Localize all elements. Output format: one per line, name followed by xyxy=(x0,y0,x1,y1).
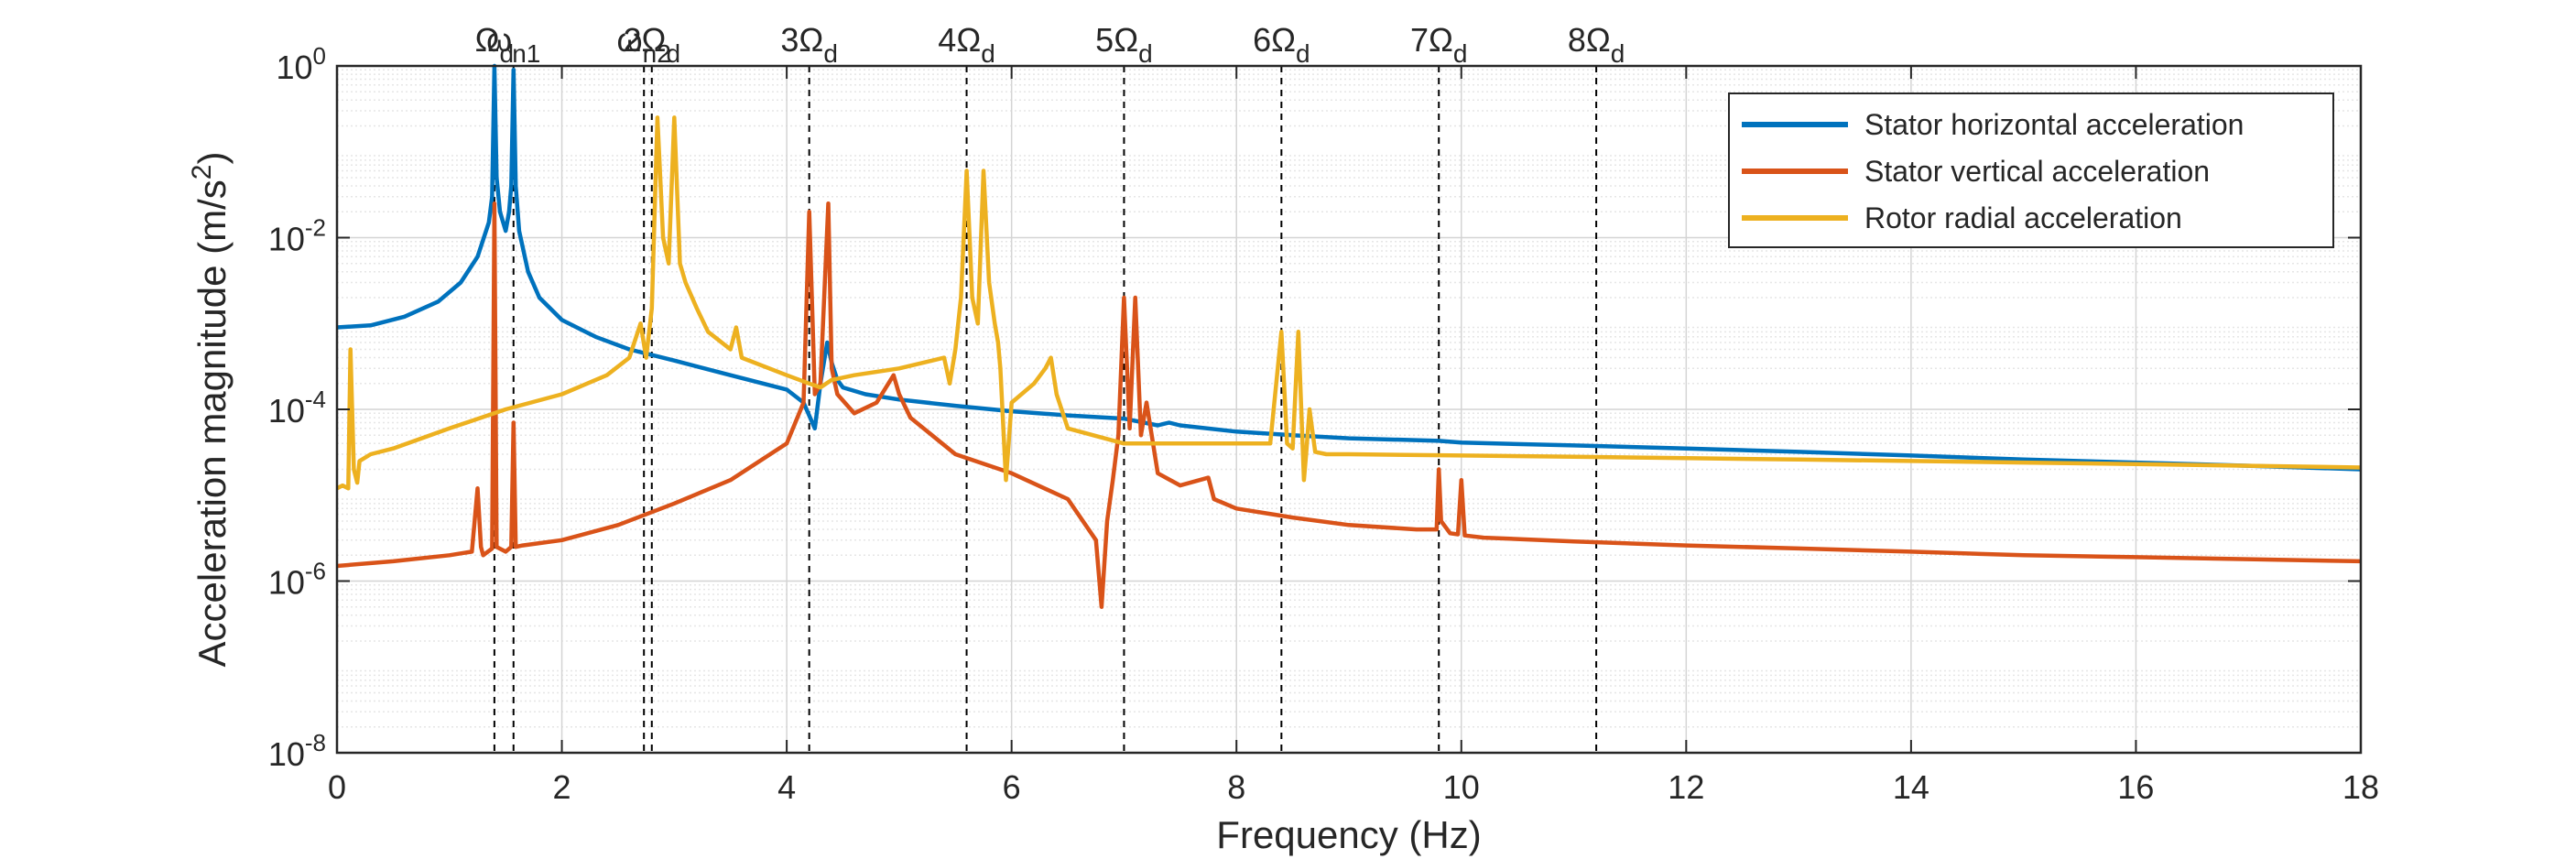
x-tick-label: 18 xyxy=(2342,768,2379,806)
x-tick-label: 6 xyxy=(1003,768,1021,806)
y-tick-label: 10-8 xyxy=(268,729,326,773)
y-tick-label: 100 xyxy=(276,42,326,86)
axis-ticks: 0 2 4 6 8 10 12 14 16 18 10-8 10-6 10-4 10-2 100 xyxy=(268,42,2379,806)
harmonic-label: 8Ωd xyxy=(1568,21,1625,68)
harmonic-label: 2Ωd xyxy=(624,21,681,68)
legend-label: Rotor radial acceleration xyxy=(1864,201,2182,234)
harmonic-label: ωn1 xyxy=(486,21,540,68)
reference-lines xyxy=(493,66,1598,753)
harmonic-label: 6Ωd xyxy=(1253,21,1310,68)
y-tick-label: 10-6 xyxy=(268,558,326,602)
harmonic-label: 5Ωd xyxy=(1095,21,1153,68)
x-axis-label: Frequency (Hz) xyxy=(1216,813,1481,856)
legend: Stator horizontal acceleration Stator ver… xyxy=(1728,92,2334,248)
x-tick-label: 0 xyxy=(328,768,346,806)
x-tick-label: 12 xyxy=(1668,768,1704,806)
x-tick-label: 16 xyxy=(2117,768,2154,806)
series-line xyxy=(335,115,2362,491)
x-tick-label: 10 xyxy=(1443,768,1480,806)
y-tick-label: 10-4 xyxy=(268,386,326,430)
harmonic-label: ωn2 xyxy=(617,21,671,68)
legend-label: Stator vertical acceleration xyxy=(1864,155,2210,188)
harmonic-label: 4Ωd xyxy=(938,21,995,68)
x-tick-label: 4 xyxy=(777,768,796,806)
x-tick-label: 14 xyxy=(1893,768,1929,806)
x-tick-label: 8 xyxy=(1227,768,1245,806)
legend-label: Stator horizontal acceleration xyxy=(1864,108,2244,141)
y-axis-label: Acceleration magnitude (m/s2) xyxy=(187,152,234,668)
harmonic-label: 7Ωd xyxy=(1410,21,1468,68)
x-tick-label: 2 xyxy=(553,768,571,806)
harmonic-label: 3Ωd xyxy=(780,21,838,68)
harmonic-label: Ωd xyxy=(475,21,515,68)
series-line xyxy=(336,201,2362,609)
series-line xyxy=(336,63,2362,472)
y-tick-label: 10-2 xyxy=(268,214,326,258)
series-group xyxy=(335,63,2362,609)
